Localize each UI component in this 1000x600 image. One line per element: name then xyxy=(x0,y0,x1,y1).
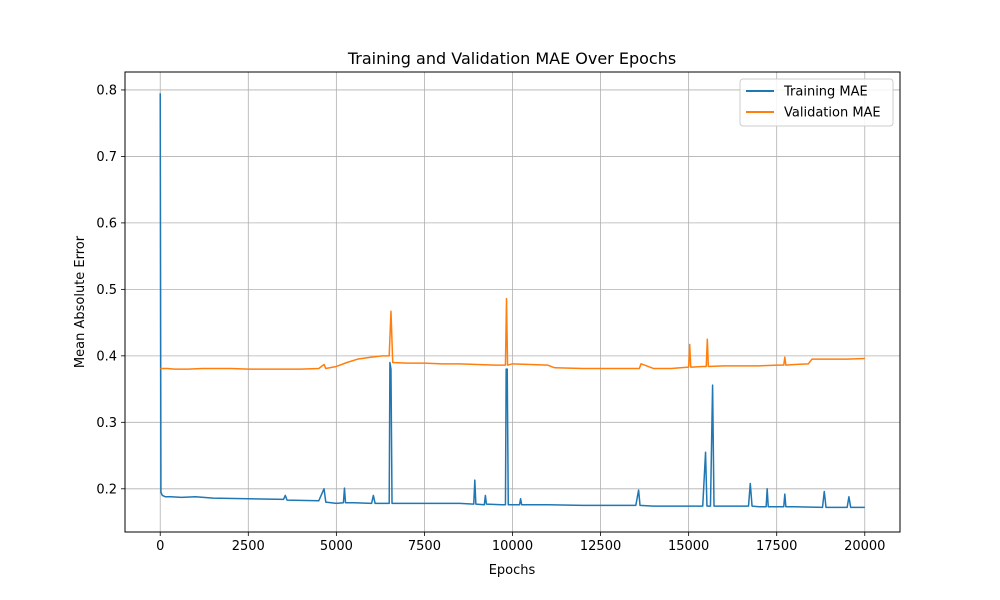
y-tick-label: 0.7 xyxy=(96,150,117,165)
y-tick-label: 0.3 xyxy=(96,416,117,431)
x-tick-label: 5000 xyxy=(320,539,353,554)
y-axis-ticks: 0.2 0.3 0.4 0.5 0.6 0.7 0.8 xyxy=(96,83,125,497)
series-line-validation-mae xyxy=(160,297,865,370)
legend: Training MAE Validation MAE xyxy=(739,78,894,127)
series-layer xyxy=(159,93,865,509)
x-axis-label: Epochs xyxy=(489,563,536,578)
chart-title: Training and Validation MAE Over Epochs xyxy=(347,49,676,68)
y-tick-label: 0.2 xyxy=(96,482,117,497)
x-tick-label: 15000 xyxy=(668,539,709,554)
x-tick-label: 10000 xyxy=(492,539,533,554)
y-tick-label: 0.4 xyxy=(96,349,117,364)
grid xyxy=(125,72,900,532)
x-axis-ticks: 0 2500 5000 7500 10000 12500 15000 17500 20000 xyxy=(156,532,885,554)
x-tick-label: 0 xyxy=(156,539,164,554)
x-tick-label: 17500 xyxy=(756,539,797,554)
legend-box xyxy=(739,78,894,127)
y-tick-label: 0.8 xyxy=(96,83,117,98)
x-tick-label: 20000 xyxy=(844,539,885,554)
x-tick-label: 2500 xyxy=(232,539,265,554)
x-tick-label: 7500 xyxy=(408,539,441,554)
y-tick-label: 0.6 xyxy=(96,216,117,231)
y-tick-label: 0.5 xyxy=(96,283,117,298)
legend-label: Validation MAE xyxy=(784,106,881,121)
legend-label: Training MAE xyxy=(783,85,868,100)
series-line-training-mae xyxy=(159,93,865,509)
y-axis-label: Mean Absolute Error xyxy=(73,235,88,368)
x-tick-label: 12500 xyxy=(580,539,621,554)
